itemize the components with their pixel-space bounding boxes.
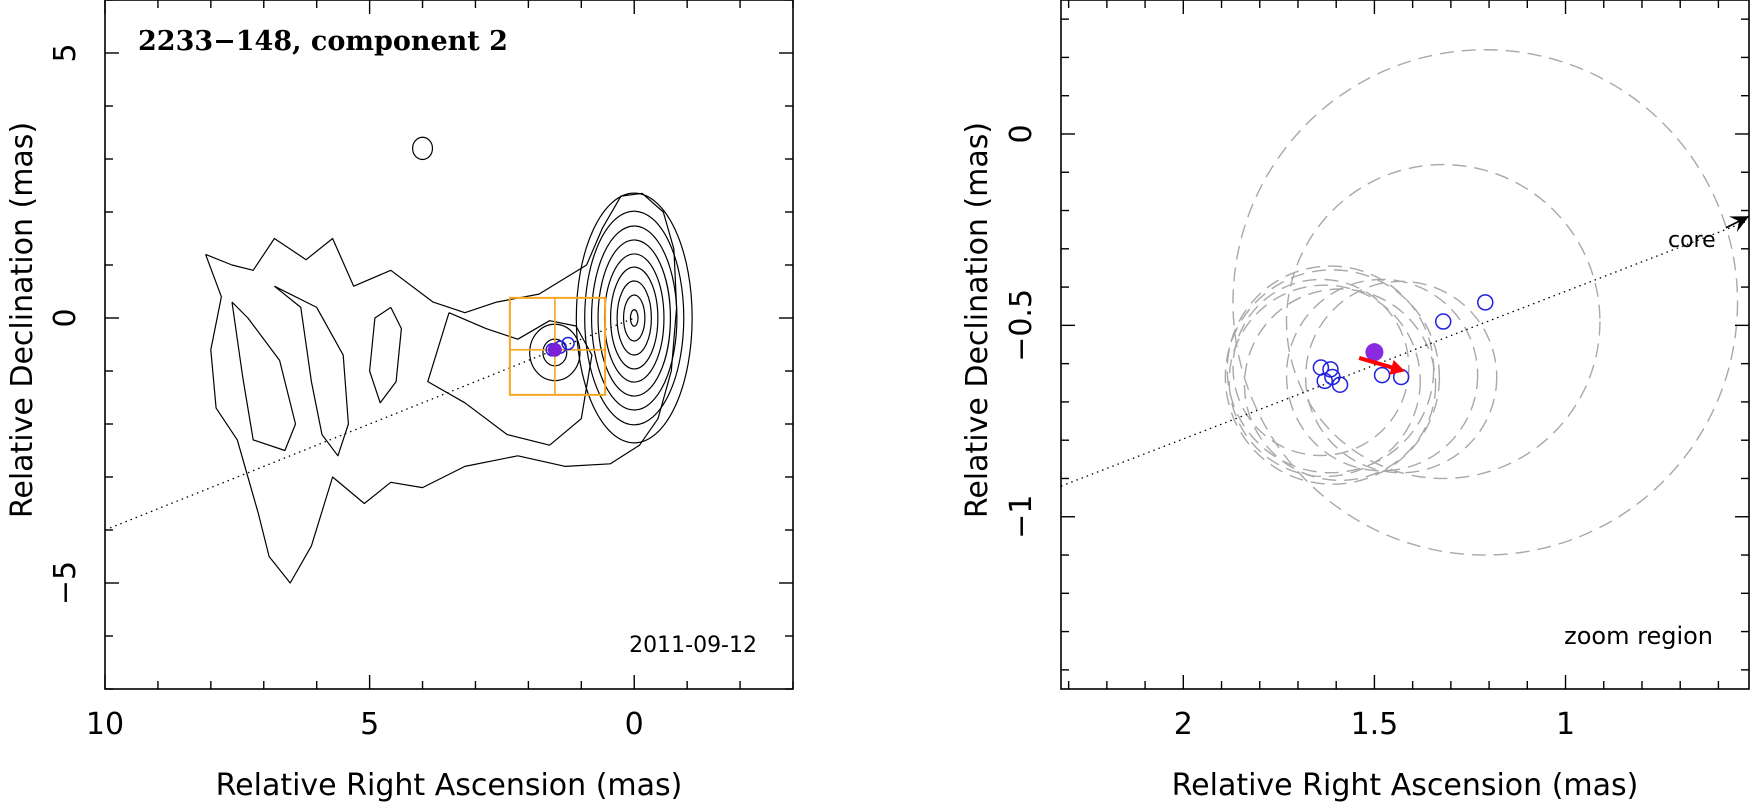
component-mean-marker — [547, 342, 562, 357]
jet-contour — [205, 192, 678, 584]
left-ticks: 10 5 0 5 0 −5 — [48, 0, 794, 742]
left-y-tick-label: 5 — [48, 43, 83, 62]
core-label: core — [1668, 228, 1716, 253]
right-clipped-layer — [1061, 49, 1746, 556]
contour-ring — [603, 253, 665, 383]
core-arrow-head — [1729, 216, 1749, 233]
contour-ring — [584, 210, 685, 426]
contour-ring — [629, 309, 639, 327]
error-circle — [1228, 284, 1421, 478]
error-circle — [1285, 278, 1479, 472]
right-y-tick-label: 0 — [1004, 124, 1039, 143]
left-x-tick-label: 0 — [625, 707, 644, 742]
left-y-tick-label: −5 — [48, 561, 83, 605]
position-point — [1373, 366, 1391, 384]
left-y-axis-label: Relative Declination (mas) — [5, 122, 40, 518]
contour-ring — [616, 280, 652, 356]
left-x-tick-label: 10 — [86, 707, 124, 742]
right-x-tick-label: 1 — [1556, 707, 1575, 742]
error-circle — [1224, 269, 1441, 485]
mean-position-marker — [1365, 343, 1384, 362]
jet-contour — [274, 285, 349, 457]
left-x-tick-label: 5 — [360, 707, 379, 742]
left-plot-frame — [104, 0, 794, 690]
position-point — [1322, 361, 1339, 378]
component-position-marker — [561, 336, 575, 351]
right-plot-frame — [1060, 0, 1750, 690]
contour-ring — [610, 266, 659, 370]
left-title: 2233−148, component 2 — [138, 26, 508, 57]
jet-contour — [369, 306, 402, 404]
error-circle — [1285, 163, 1601, 480]
right-x-axis-label: Relative Right Ascension (mas) — [1172, 768, 1639, 803]
contour-ring — [575, 192, 693, 444]
right-y-axis-label: Relative Declination (mas) — [960, 122, 995, 518]
right-ticks: 2 1.5 1 0 −0.5 −1 — [1004, 0, 1749, 742]
velocity-arrow-head — [1389, 359, 1405, 375]
contour-ring — [622, 294, 646, 342]
contour-ring — [597, 239, 672, 397]
right-panel: 2 1.5 1 0 −0.5 −1 core zoom region Relative R… — [960, 0, 1750, 803]
jet-contour — [231, 301, 297, 452]
right-zoom-label: zoom region — [1564, 622, 1713, 650]
right-x-tick-label: 1.5 — [1351, 707, 1399, 742]
contour-ring — [590, 225, 678, 411]
left-x-axis-label: Relative Right Ascension (mas) — [216, 768, 683, 803]
error-circle — [1304, 280, 1498, 474]
left-y-tick-label: 0 — [48, 308, 83, 327]
velocity-arrow-shaft — [1358, 355, 1394, 370]
jet-contour — [427, 312, 593, 446]
right-y-tick-label: −1 — [1004, 495, 1039, 539]
jet-axis-line-zoom — [1061, 221, 1746, 487]
right-error-circles — [1061, 49, 1746, 556]
zoom-box — [508, 296, 607, 396]
right-markers — [1312, 215, 1750, 393]
position-point — [1331, 376, 1349, 393]
left-contour-group — [104, 136, 693, 584]
contour-ring — [412, 136, 434, 161]
right-x-tick-label: 2 — [1174, 707, 1193, 742]
left-markers — [508, 296, 607, 396]
error-circle — [1232, 278, 1410, 457]
error-circle — [1232, 49, 1739, 556]
position-point — [1477, 294, 1494, 311]
right-y-tick-label: −0.5 — [1004, 289, 1039, 362]
left-date-label: 2011-09-12 — [629, 633, 757, 658]
left-panel: 10 5 0 5 0 −5 2233−148, component 2 2011-09-1… — [5, 0, 794, 803]
error-circle — [1243, 288, 1437, 482]
position-point — [1434, 313, 1452, 330]
